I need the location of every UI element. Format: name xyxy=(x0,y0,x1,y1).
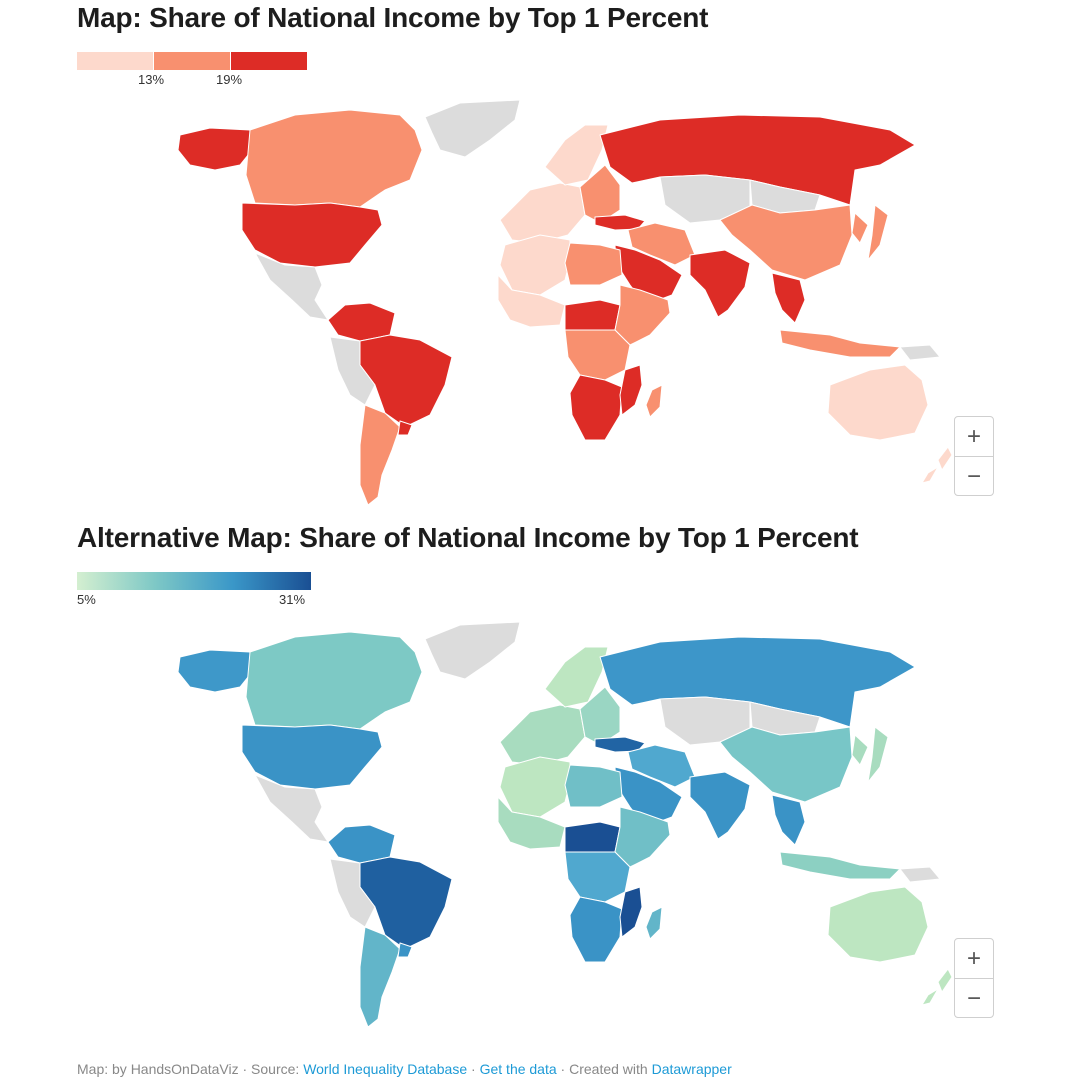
legend-min-label: 5% xyxy=(77,592,96,607)
region-libya-egypt[interactable] xyxy=(564,242,623,286)
region-united-states[interactable] xyxy=(241,724,383,790)
region-korea-japan[interactable] xyxy=(851,204,889,261)
region-new-zealand[interactable] xyxy=(921,968,953,1006)
region-congo-basin[interactable] xyxy=(564,329,631,381)
zoom-in-button[interactable]: + xyxy=(955,939,993,979)
region-iran-iraq[interactable] xyxy=(627,744,696,788)
region-canada[interactable] xyxy=(245,631,423,730)
region-southern-africa[interactable] xyxy=(569,374,623,441)
region-eastern-europe[interactable] xyxy=(579,686,621,746)
region-north-africa[interactable] xyxy=(499,234,571,296)
region-congo-basin[interactable] xyxy=(564,851,631,903)
region-greenland[interactable] xyxy=(424,621,521,680)
region-india[interactable] xyxy=(689,771,751,840)
get-the-data-link[interactable]: Get the data xyxy=(479,1061,557,1077)
region-madagascar[interactable] xyxy=(645,384,663,418)
region-north-africa[interactable] xyxy=(499,756,571,818)
zoom-out-button[interactable]: − xyxy=(966,984,981,1012)
legend-gradient-bar xyxy=(77,572,311,590)
region-southeast-asia[interactable] xyxy=(771,794,806,846)
footer-sep: · xyxy=(467,1061,480,1077)
region-western-europe[interactable] xyxy=(499,704,586,766)
world-choropleth-map-1[interactable] xyxy=(60,95,1010,515)
region-colombia-venezuela[interactable] xyxy=(327,302,396,342)
region-chile-argentina[interactable] xyxy=(359,926,401,1028)
region-east-africa[interactable] xyxy=(614,284,671,346)
region-southeast-asia[interactable] xyxy=(771,272,806,324)
source-link[interactable]: World Inequality Database xyxy=(303,1061,468,1077)
region-papua-new-guinea[interactable] xyxy=(899,344,941,361)
region-papua-new-guinea[interactable] xyxy=(899,866,941,883)
footer-credits: Map: by HandsOnDataViz · Source: World I… xyxy=(77,1061,732,1077)
region-peru-bolivia[interactable] xyxy=(329,336,376,406)
region-uruguay[interactable] xyxy=(397,942,413,958)
zoom-in-button[interactable]: + xyxy=(955,417,993,457)
region-western-europe[interactable] xyxy=(499,182,586,244)
region-canada[interactable] xyxy=(245,109,423,208)
region-west-africa[interactable] xyxy=(497,274,566,328)
region-east-africa[interactable] xyxy=(614,806,671,868)
region-mozambique[interactable] xyxy=(619,364,643,416)
legend-step-high xyxy=(231,52,307,70)
region-southern-africa[interactable] xyxy=(569,896,623,963)
legend-tick-19: 19% xyxy=(216,72,243,87)
region-libya-egypt[interactable] xyxy=(564,764,623,808)
region-china[interactable] xyxy=(719,204,853,281)
world-choropleth-map-2[interactable] xyxy=(60,617,1010,1037)
region-colombia-venezuela[interactable] xyxy=(327,824,396,864)
region-new-zealand[interactable] xyxy=(921,446,953,484)
region-alaska[interactable] xyxy=(177,649,253,693)
region-iran-iraq[interactable] xyxy=(627,222,696,266)
region-indonesia[interactable] xyxy=(779,329,901,358)
region-chile-argentina[interactable] xyxy=(359,404,401,506)
zoom-out-button[interactable]: − xyxy=(966,462,981,490)
legend-max-label: 31% xyxy=(279,592,306,607)
region-west-africa[interactable] xyxy=(497,796,566,850)
map2-title: Alternative Map: Share of National Incom… xyxy=(77,522,859,553)
region-greenland[interactable] xyxy=(424,99,521,158)
region-madagascar[interactable] xyxy=(645,906,663,940)
region-australia[interactable] xyxy=(827,886,929,963)
region-alaska[interactable] xyxy=(177,127,253,171)
region-uruguay[interactable] xyxy=(397,420,413,436)
region-mexico-central-america[interactable] xyxy=(254,774,329,843)
region-peru-bolivia[interactable] xyxy=(329,858,376,928)
region-united-states[interactable] xyxy=(241,202,383,268)
region-indonesia[interactable] xyxy=(779,851,901,880)
datawrapper-link[interactable]: Datawrapper xyxy=(651,1061,732,1077)
region-china[interactable] xyxy=(719,726,853,803)
map2-zoom-control: + − xyxy=(954,938,994,1018)
region-mozambique[interactable] xyxy=(619,886,643,938)
legend-step-low xyxy=(77,52,153,70)
map1-legend: 13% 19% xyxy=(77,52,307,88)
footer-prefix: Map: by HandsOnDataViz · Source: xyxy=(77,1061,304,1077)
region-mexico-central-america[interactable] xyxy=(254,252,329,321)
region-korea-japan[interactable] xyxy=(851,726,889,783)
footer-created-with: · Created with xyxy=(556,1061,652,1077)
legend-step-mid xyxy=(154,52,230,70)
map2-legend: 5% 31% xyxy=(77,572,311,612)
region-india[interactable] xyxy=(689,249,751,318)
region-eastern-europe[interactable] xyxy=(579,164,621,224)
map1-zoom-control: + − xyxy=(954,416,994,496)
region-australia[interactable] xyxy=(827,364,929,441)
map1-title: Map: Share of National Income by Top 1 P… xyxy=(77,2,709,33)
legend-tick-13: 13% xyxy=(138,72,165,87)
